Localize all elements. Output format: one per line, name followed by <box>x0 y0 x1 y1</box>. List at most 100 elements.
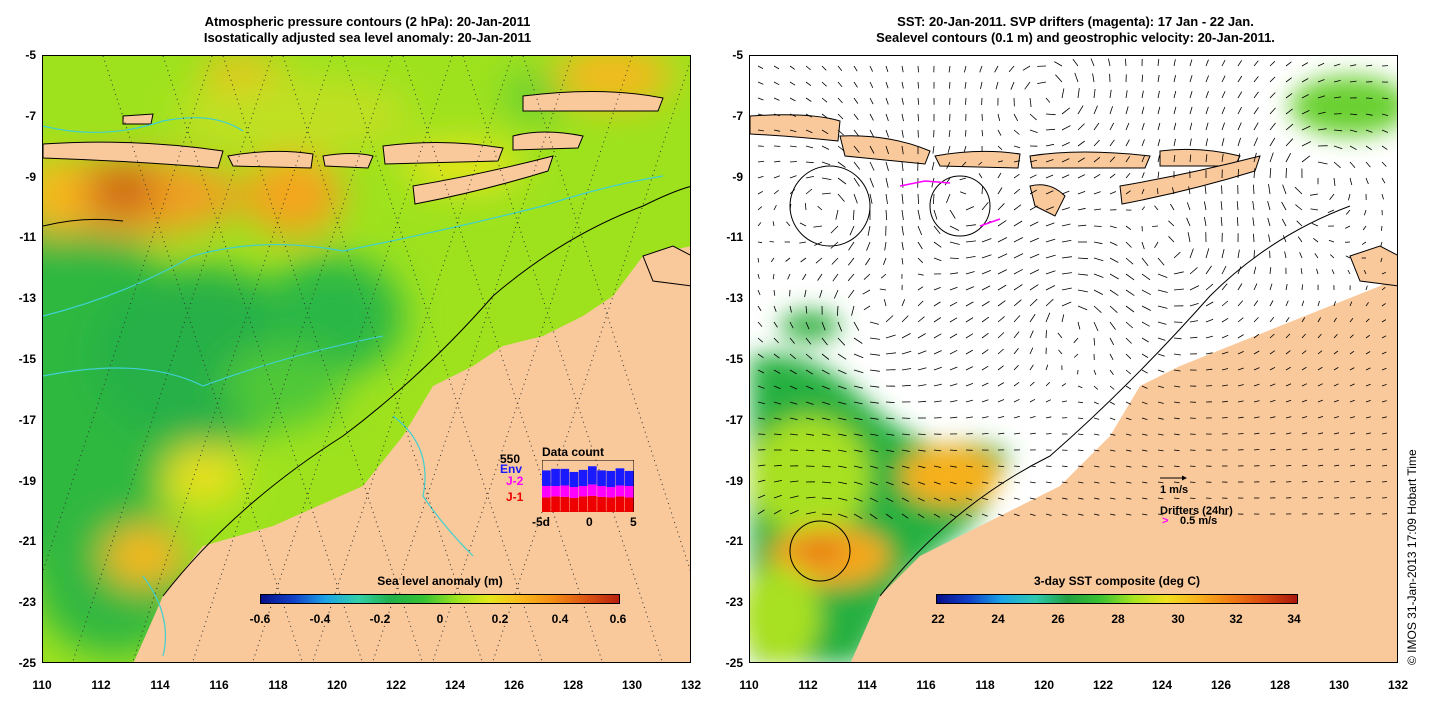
velocity-arrow <box>869 481 879 486</box>
velocity-arrow <box>931 161 935 171</box>
velocity-arrow <box>805 176 814 179</box>
velocity-arrow <box>1205 368 1213 371</box>
velocity-arrow <box>1253 233 1255 243</box>
velocity-arrow <box>821 465 831 468</box>
velocity-arrow <box>1317 383 1323 387</box>
velocity-arrow <box>944 177 951 186</box>
velocity-arrow <box>1381 481 1388 483</box>
velocity-arrow <box>814 241 823 246</box>
y-tick-label: -11 <box>19 230 36 245</box>
velocity-arrow <box>948 65 951 73</box>
velocity-arrow <box>1061 158 1070 163</box>
velocity-arrow <box>997 365 1004 371</box>
velocity-arrow <box>1141 273 1151 281</box>
velocity-arrow <box>821 497 832 500</box>
velocity-arrow <box>1141 90 1144 99</box>
velocity-arrow <box>757 417 766 420</box>
velocity-arrow <box>1157 465 1164 468</box>
velocity-arrow <box>959 191 967 195</box>
y-tick-label: -7 <box>25 108 36 123</box>
sst-cbar-tick: 24 <box>991 612 1005 626</box>
velocity-arrow <box>789 353 796 360</box>
velocity-arrow <box>1141 257 1149 267</box>
velocity-arrow <box>1313 237 1319 243</box>
velocity-arrow <box>981 399 989 403</box>
velocity-arrow <box>965 481 973 484</box>
velocity-arrow <box>1013 331 1020 339</box>
velocity-arrow <box>1010 81 1015 90</box>
velocity-arrow <box>1349 80 1357 83</box>
data-count-legend-j2: J-2 <box>506 474 524 488</box>
velocity-arrow <box>1157 513 1164 516</box>
velocity-arrow <box>1301 141 1312 147</box>
velocity-arrow <box>1301 383 1307 387</box>
velocity-arrow <box>821 65 827 71</box>
velocity-arrow <box>1205 301 1214 307</box>
velocity-arrow <box>804 203 807 211</box>
velocity-arrow <box>1125 417 1132 421</box>
velocity-arrow <box>853 321 860 331</box>
velocity-arrow <box>1282 184 1287 195</box>
velocity-arrow <box>1077 88 1080 99</box>
velocity-arrow <box>1285 350 1291 355</box>
velocity-arrow <box>805 129 813 134</box>
velocity-arrow <box>1237 266 1242 275</box>
velocity-arrow <box>863 273 871 280</box>
velocity-arrow <box>789 321 794 329</box>
x-tick-label: 122 <box>1092 678 1114 692</box>
velocity-arrow <box>997 348 1004 355</box>
velocity-arrow <box>1221 122 1225 131</box>
velocity-arrow <box>757 401 765 405</box>
velocity-arrow <box>965 416 973 419</box>
velocity-arrow <box>837 129 844 136</box>
velocity-arrow <box>1013 299 1022 307</box>
velocity-arrow <box>1365 448 1372 451</box>
velocity-arrow <box>1045 330 1047 339</box>
velocity-arrow <box>1125 122 1130 131</box>
velocity-arrow <box>770 257 775 263</box>
velocity-arrow <box>1157 155 1160 163</box>
velocity-arrow <box>1189 90 1193 99</box>
x-tick-label: 110 <box>739 678 759 692</box>
x-tick-label: 132 <box>1387 678 1409 692</box>
velocity-arrow <box>917 113 919 122</box>
velocity-arrow <box>933 209 938 220</box>
y-tick-label: -15 <box>18 352 36 366</box>
sla-cbar-tick: -0.6 <box>249 612 271 626</box>
velocity-arrow <box>1301 399 1308 403</box>
velocity-arrow <box>837 161 846 168</box>
velocity-arrow <box>789 113 797 117</box>
data-count-bar-j-1 <box>606 497 616 512</box>
velocity-arrow <box>1029 364 1034 371</box>
velocity-arrow <box>821 417 831 421</box>
velocity-arrow <box>1301 333 1306 339</box>
velocity-arrow <box>1221 265 1227 275</box>
velocity-arrow <box>1237 106 1242 115</box>
velocity-arrow <box>1269 333 1275 339</box>
velocity-arrow <box>997 416 1005 419</box>
velocity-arrow <box>997 465 1005 467</box>
velocity-arrow <box>1349 448 1356 451</box>
velocity-arrow <box>1253 152 1257 163</box>
velocity-arrow <box>949 481 957 485</box>
velocity-arrow <box>773 401 782 405</box>
velocity-arrow <box>1125 369 1132 375</box>
velocity-arrow <box>1008 65 1015 73</box>
velocity-arrow <box>773 81 780 86</box>
velocity-arrow <box>1269 283 1273 291</box>
velocity-arrow <box>1045 513 1052 516</box>
velocity-arrow <box>1333 432 1340 435</box>
velocity-arrow <box>1253 350 1260 355</box>
x-tick-label: 130 <box>621 678 643 692</box>
velocity-arrow <box>949 301 958 307</box>
velocity-arrow <box>757 479 766 483</box>
velocity-arrow <box>805 337 812 345</box>
velocity-arrow <box>847 289 855 299</box>
velocity-arrow <box>1205 335 1214 339</box>
velocity-arrow <box>837 305 839 316</box>
velocity-arrow <box>1154 241 1159 249</box>
velocity-arrow <box>869 353 880 356</box>
velocity-arrow <box>1237 384 1244 387</box>
velocity-arrow <box>1381 161 1387 167</box>
velocity-arrow <box>1173 513 1180 516</box>
